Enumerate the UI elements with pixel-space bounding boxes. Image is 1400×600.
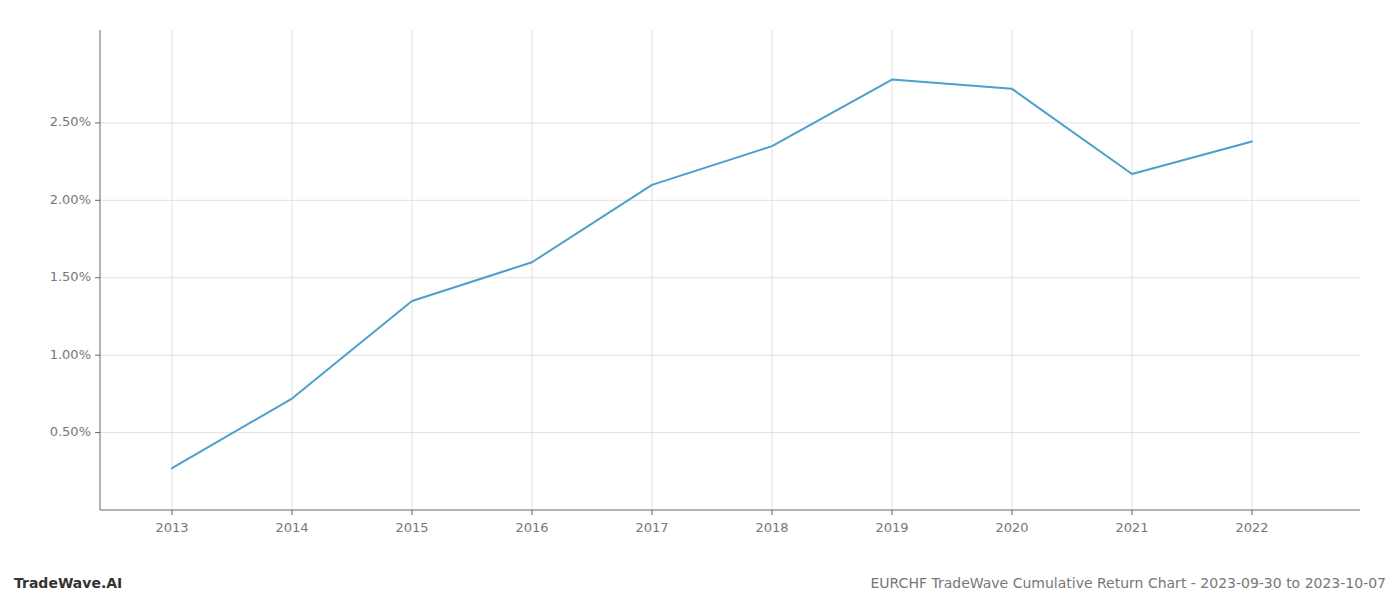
- x-tick: [1132, 510, 1133, 515]
- x-tick-label: 2019: [875, 520, 908, 535]
- x-tick: [172, 510, 173, 515]
- y-grid-line: [100, 277, 1360, 278]
- y-tick: [95, 277, 100, 278]
- footer-right: EURCHF TradeWave Cumulative Return Chart…: [871, 575, 1387, 591]
- x-grid-line: [1252, 30, 1253, 510]
- annotations: TradeWave.AI EURCHF TradeWave Cumulative …: [14, 575, 1386, 591]
- x-grid-line: [532, 30, 533, 510]
- x-tick-label: 2014: [275, 520, 308, 535]
- y-tick-label: 2.50%: [50, 114, 91, 129]
- y-grid-line: [100, 432, 1360, 433]
- x-tick: [652, 510, 653, 515]
- x-tick-label: 2015: [395, 520, 428, 535]
- axes: 0.50% 1.00% 1.50% 2.00% 2.50% 2013 2014 2015 201…: [50, 30, 1360, 535]
- x-grid-line: [412, 30, 413, 510]
- grid: [100, 30, 1360, 510]
- line-series: [172, 80, 1252, 469]
- x-tick: [892, 510, 893, 515]
- y-axis-line: [100, 30, 101, 510]
- x-grid-line: [1012, 30, 1013, 510]
- data-layer: [172, 80, 1252, 469]
- x-grid-line: [652, 30, 653, 510]
- x-grid-line: [172, 30, 173, 510]
- x-tick-label: 2021: [1115, 520, 1148, 535]
- x-tick: [292, 510, 293, 515]
- x-tick-label: 2018: [755, 520, 788, 535]
- x-grid-line: [892, 30, 893, 510]
- x-axis-line: [100, 510, 1360, 511]
- y-tick-label: 1.50%: [50, 269, 91, 284]
- y-tick-label: 0.50%: [50, 424, 91, 439]
- y-tick: [95, 200, 100, 201]
- x-tick: [1252, 510, 1253, 515]
- y-tick: [95, 122, 100, 123]
- x-tick-label: 2013: [155, 520, 188, 535]
- x-tick: [772, 510, 773, 515]
- background: [0, 0, 1400, 600]
- x-tick-label: 2016: [515, 520, 548, 535]
- chart-svg: 0.50% 1.00% 1.50% 2.00% 2.50% 2013 2014 2015 201…: [0, 0, 1400, 600]
- y-tick: [95, 432, 100, 433]
- x-grid-line: [1132, 30, 1133, 510]
- x-tick: [532, 510, 533, 515]
- x-grid-line: [292, 30, 293, 510]
- x-tick: [1012, 510, 1013, 515]
- y-tick-label: 2.00%: [50, 192, 91, 207]
- chart-container: 0.50% 1.00% 1.50% 2.00% 2.50% 2013 2014 2015 201…: [0, 0, 1400, 600]
- y-tick-label: 1.00%: [50, 347, 91, 362]
- x-tick-label: 2017: [635, 520, 668, 535]
- y-grid-line: [100, 122, 1360, 123]
- x-tick-label: 2020: [995, 520, 1028, 535]
- y-grid-line: [100, 200, 1360, 201]
- x-grid-line: [772, 30, 773, 510]
- x-tick: [412, 510, 413, 515]
- y-tick: [95, 355, 100, 356]
- footer-left: TradeWave.AI: [14, 575, 122, 591]
- x-tick-label: 2022: [1235, 520, 1268, 535]
- y-grid-line: [100, 355, 1360, 356]
